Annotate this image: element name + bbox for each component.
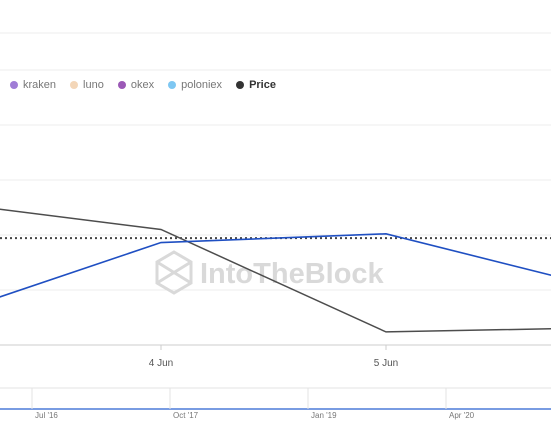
x-tick-label: 5 Jun [374, 358, 398, 369]
x-tick-label: 4 Jun [149, 358, 173, 369]
navigator-tick-label: Oct '17 [173, 411, 199, 420]
watermark-text: IntoTheBlock [200, 258, 385, 290]
legend-dot-icon [117, 81, 126, 89]
watermark-logo-icon [155, 250, 193, 295]
legend-item-okex[interactable]: okex [117, 79, 155, 91]
navigator-tick-label: Apr '20 [449, 411, 475, 420]
legend-dot-icon [168, 81, 177, 89]
navigator-tick-label: Jul '16 [35, 411, 58, 420]
legend-dot-icon [10, 81, 18, 89]
series-line-price [0, 208, 551, 333]
x-tick-labels: 4 Jun 5 Jun [149, 345, 398, 369]
navigator[interactable]: Jul '16 Oct '17 Jan '19 Apr '20 [0, 387, 551, 420]
legend-label: luno [83, 79, 104, 91]
watermark: IntoTheBlock [155, 250, 385, 295]
legend-item-kraken[interactable]: kraken [10, 79, 56, 91]
legend: kraken luno okex poloniex Price [10, 76, 276, 94]
series-line-exchange [0, 233, 551, 298]
navigator-tick-label: Jan '19 [311, 411, 337, 420]
legend-label: poloniex [181, 79, 223, 91]
legend-label: Price [249, 79, 276, 91]
series-lines [0, 208, 551, 333]
legend-label: okex [130, 79, 155, 91]
legend-dot-icon [236, 81, 245, 89]
legend-item-luno[interactable]: luno [70, 79, 104, 91]
grid-lines [0, 32, 551, 291]
legend-label: kraken [23, 79, 57, 91]
legend-dot-icon [70, 81, 79, 89]
legend-item-price[interactable]: Price [236, 79, 276, 91]
legend-item-poloniex[interactable]: poloniex [168, 79, 222, 91]
